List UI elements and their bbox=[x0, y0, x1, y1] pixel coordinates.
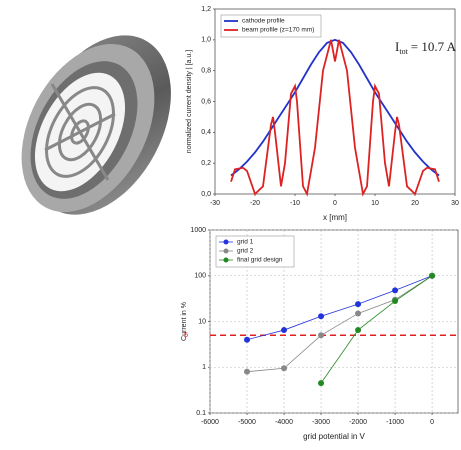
x-tick-label: 0 bbox=[430, 419, 434, 426]
y-tick-label: 1,0 bbox=[201, 37, 211, 44]
x-tick-label: -5000 bbox=[238, 419, 256, 426]
data-point bbox=[281, 327, 287, 333]
y-tick-label: 0.1 bbox=[196, 410, 206, 417]
data-point bbox=[281, 365, 287, 371]
reference-label: 5 bbox=[184, 332, 188, 339]
legend-label: grid 2 bbox=[237, 248, 254, 255]
data-point bbox=[244, 337, 250, 343]
y-tick-label: 0,4 bbox=[201, 129, 211, 136]
series-line bbox=[231, 40, 439, 194]
y-axis-label: normalized current density | [a.u.] bbox=[186, 50, 193, 153]
series-line bbox=[247, 276, 432, 340]
cathode-render bbox=[0, 11, 200, 239]
data-point bbox=[318, 380, 324, 386]
x-tick-label: 30 bbox=[451, 200, 459, 207]
y-tick-label: 1000 bbox=[190, 227, 206, 234]
y-tick-label: 0,2 bbox=[201, 160, 211, 167]
y-tick-label: 1 bbox=[202, 364, 206, 371]
x-tick-label: -30 bbox=[210, 200, 220, 207]
x-tick-label: -2000 bbox=[349, 419, 367, 426]
legend-marker bbox=[224, 240, 229, 245]
data-point bbox=[318, 313, 324, 319]
annotation: Itot= 10.7 A bbox=[395, 39, 457, 56]
x-tick-label: -10 bbox=[290, 200, 300, 207]
x-axis-label: x [mm] bbox=[323, 213, 347, 222]
x-tick-label: -1000 bbox=[386, 419, 404, 426]
y-tick-label: 0,8 bbox=[201, 68, 211, 75]
x-tick-label: -20 bbox=[250, 200, 260, 207]
annotation-sub: tot bbox=[399, 47, 408, 56]
data-point bbox=[355, 301, 361, 307]
y-tick-label: 1,2 bbox=[201, 6, 211, 13]
x-tick-label: 20 bbox=[411, 200, 419, 207]
data-point bbox=[318, 332, 324, 338]
y-tick-label: 10 bbox=[198, 318, 206, 325]
series-line bbox=[247, 276, 432, 372]
legend-marker bbox=[224, 258, 229, 263]
x-tick-label: 0 bbox=[333, 200, 337, 207]
x-tick-label: 10 bbox=[371, 200, 379, 207]
legend-label: cathode profile bbox=[242, 18, 285, 25]
x-axis-label: grid potential in V bbox=[303, 432, 365, 441]
data-point bbox=[392, 287, 398, 293]
x-tick-label: -4000 bbox=[275, 419, 293, 426]
y-tick-label: 0,6 bbox=[201, 98, 211, 105]
legend-label: final grid design bbox=[237, 257, 283, 264]
data-point bbox=[355, 327, 361, 333]
y-tick-label: 0,0 bbox=[201, 191, 211, 198]
figure: 0,00,20,40,60,81,01,2-30-20-100102030x [… bbox=[0, 0, 461, 445]
x-tick-label: -3000 bbox=[312, 419, 330, 426]
data-point bbox=[355, 310, 361, 316]
data-point bbox=[429, 273, 435, 279]
legend-marker bbox=[224, 249, 229, 254]
x-tick-label: -6000 bbox=[201, 419, 219, 426]
legend-label: grid 1 bbox=[237, 239, 254, 246]
data-point bbox=[244, 369, 250, 375]
legend-label: beam profile (z=170 mm) bbox=[242, 27, 314, 34]
data-point bbox=[392, 298, 398, 304]
annotation-rest: = 10.7 A bbox=[411, 39, 457, 54]
y-tick-label: 100 bbox=[194, 273, 206, 280]
